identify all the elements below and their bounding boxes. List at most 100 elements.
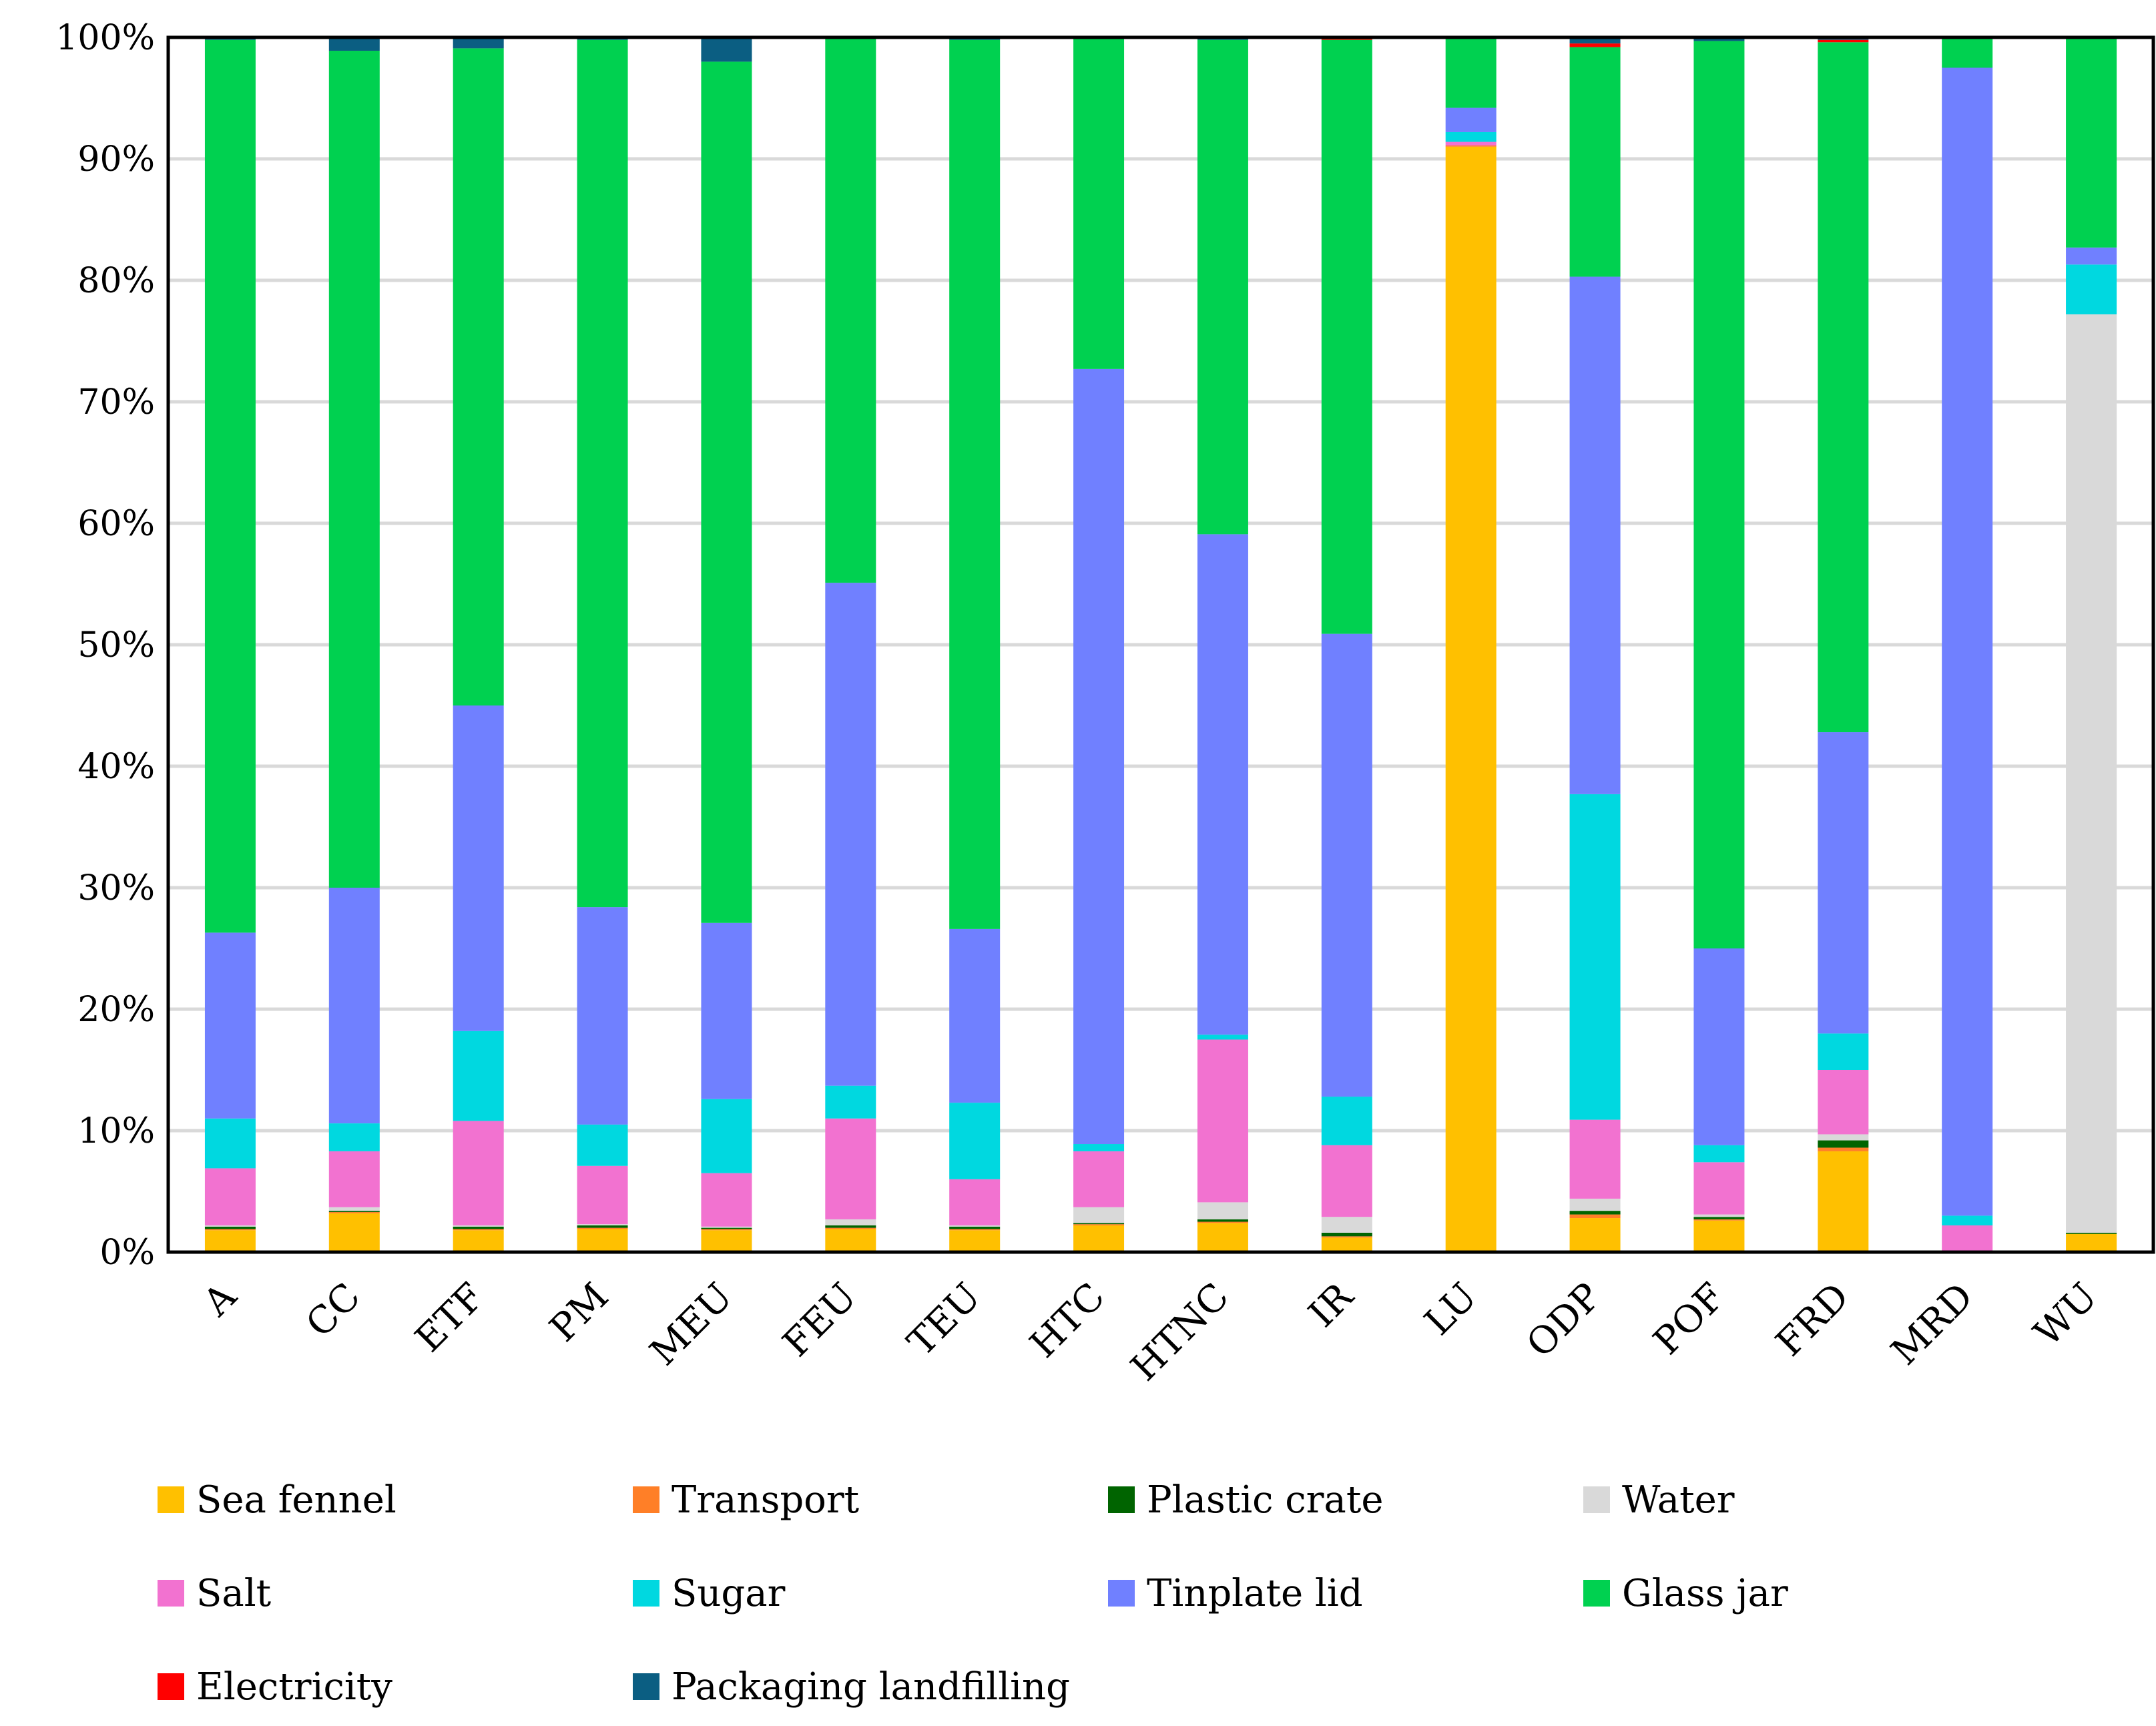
bar-segment [1569,1211,1621,1215]
bar-segment [1073,1207,1125,1223]
bar-segment [949,928,1001,1103]
bar-segment [453,1225,504,1227]
bar-segment [949,1179,1001,1225]
bar-segment [453,705,504,1031]
bar-segment [1321,1237,1372,1252]
bar-segment [949,1226,1001,1229]
bar-segment [453,1226,504,1229]
bar-segment [328,1211,380,1212]
legend-label: Sugar [671,1572,786,1615]
bar-segment [204,1226,256,1229]
bar-segment [1445,146,1497,1252]
bar-segment [1569,1198,1621,1211]
plot-area-frame [166,35,2155,1254]
legend-label: Water [1622,1478,1735,1522]
legend-swatch [1108,1580,1135,1607]
x-tick-label: MRD [1883,1275,1982,1374]
legend-label: Plastic crate [1147,1478,1383,1522]
bar-segment [2066,38,2117,248]
legend-label: Electricity [196,1665,392,1709]
x-tick-label: ETF [407,1275,493,1361]
legend-swatch [1583,1486,1610,1513]
bar-segment [1693,1214,1745,1217]
legend-swatch [633,1673,659,1700]
bar-segment [453,1121,504,1225]
bar-segment [1818,1070,1869,1135]
bar-segment [1818,1033,1869,1070]
bar-segment [701,1099,752,1173]
bar-segment [2066,314,2117,1233]
x-tick-label: FRD [1768,1275,1858,1365]
y-tick-label: 80% [77,261,155,301]
bar-segment [1693,1217,1745,1219]
legend-item: Salt [158,1572,272,1615]
bar-segment [1569,1214,1621,1219]
bar-segment [204,1225,256,1227]
legend-swatch [633,1486,659,1513]
bar-segment [1321,39,1372,634]
bar-segment [1818,732,1869,1034]
bar-segment [328,888,380,1124]
bar-segment [701,1230,752,1252]
bar-segment [577,1165,628,1225]
bar-segment [1321,1145,1372,1217]
bar-segment [949,1103,1001,1179]
bar-segment [1693,41,1745,949]
bar-segment [1693,1220,1745,1252]
bar-segment [1321,1232,1372,1237]
legend-item: Tinplate lid [1108,1572,1363,1615]
bar-segment [825,583,876,1086]
legend-label: Packaging landfilling [671,1665,1070,1709]
bar-segment [1321,1097,1372,1145]
bar-segment [1197,534,1248,1035]
x-tick-label: IR [1300,1274,1362,1336]
bar-segment [577,1225,628,1228]
bar-segment [2066,247,2117,265]
bar-segment [204,1230,256,1252]
bar-segment [328,1213,380,1252]
bar-segment [453,1031,504,1121]
legend-label: Tinplate lid [1147,1572,1363,1615]
x-tick-label: ODP [1519,1275,1610,1366]
bar-segment [1197,1221,1248,1223]
bar-segment [1569,1119,1621,1199]
x-tick-label: LU [1416,1275,1485,1344]
legend-label: Sea fennel [196,1478,396,1522]
bar-segment [1693,37,1745,41]
y-tick-label: 0% [100,1233,156,1273]
bar-segment [1197,1035,1248,1040]
bar-segment [949,1229,1001,1231]
bar-segment [825,1219,876,1225]
bar-segment [1569,276,1621,794]
bar-segment [1818,1134,1869,1141]
bar-segment [949,1230,1001,1252]
bar-segment [1073,38,1125,369]
bar-segment [1569,47,1621,277]
bar-segment [453,1230,504,1252]
legend-item: Electricity [158,1665,392,1709]
bar-segment [1073,368,1125,1145]
x-axis-ticks: A CC ETF PM MEU FEU TEU HTC HTNC IR LU ODP POF FRD MRD… [195,1274,2106,1390]
bar-segment [1445,107,1497,132]
x-tick-label: HTC [1022,1275,1113,1366]
bar-segment [328,1123,380,1151]
x-tick-label: POF [1645,1275,1734,1364]
x-tick-label: WU [2026,1275,2106,1355]
y-tick-label: 100% [55,18,155,58]
bar-segment [577,1124,628,1166]
y-tick-label: 50% [77,625,155,665]
bar-segment [1569,43,1621,47]
bar-segment [204,932,256,1119]
x-tick-label: FEU [774,1275,865,1366]
bar-segment [701,1229,752,1231]
bar-segment [949,1225,1001,1227]
y-tick-label: 30% [77,868,155,908]
bar-segment [1197,1039,1248,1203]
bar-segment [1321,633,1372,1097]
bar-segment [1569,794,1621,1120]
bar-segment [453,48,504,705]
bar-segment [1942,37,1993,68]
y-tick-label: 10% [77,1111,155,1151]
bar-segment [1693,1145,1745,1163]
